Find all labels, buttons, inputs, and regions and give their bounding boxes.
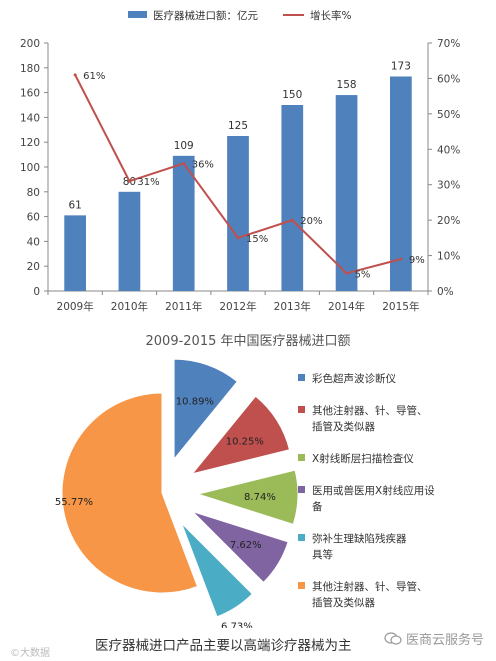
x-tick-label: 2015年 bbox=[382, 300, 419, 313]
bar-value-label: 109 bbox=[174, 140, 194, 152]
legend-swatch bbox=[298, 534, 305, 541]
left-tick-label: 40 bbox=[27, 236, 40, 248]
legend-label: 医用或兽医用X射线应用设 bbox=[312, 484, 435, 497]
line-point bbox=[290, 218, 294, 222]
bar-value-label: 61 bbox=[68, 199, 81, 211]
watermark-right: 医商云服务号 bbox=[384, 629, 484, 648]
legend-bar-label: 医疗器械进口额：亿元 bbox=[153, 9, 258, 22]
line-value-label: 9% bbox=[409, 255, 425, 266]
watermark-left: ©大数据 bbox=[10, 648, 50, 659]
left-tick-label: 20 bbox=[27, 261, 40, 273]
legend-line-label: 增长率% bbox=[310, 9, 351, 22]
legend-label: 其他注射器、针、导管、 bbox=[312, 580, 428, 593]
x-tick-label: 2011年 bbox=[165, 300, 202, 313]
legend-swatch bbox=[298, 374, 305, 381]
pie-slice bbox=[173, 358, 238, 461]
pie-value-label: 10.25% bbox=[226, 437, 264, 448]
pie-slice bbox=[61, 392, 199, 594]
bar-value-label: 173 bbox=[391, 60, 411, 72]
left-tick-label: 200 bbox=[20, 38, 40, 50]
left-tick-label: 100 bbox=[20, 162, 40, 174]
legend-label: 插管及类似器 bbox=[312, 420, 375, 433]
legend-label: 备 bbox=[312, 500, 323, 513]
bar-value-label: 125 bbox=[228, 120, 248, 132]
left-tick-label: 0 bbox=[33, 286, 40, 298]
bottom-chart-caption: 医疗器械进口产品主要以高端诊疗器械为主 bbox=[95, 638, 352, 654]
bar bbox=[281, 105, 304, 291]
bar bbox=[390, 76, 412, 291]
x-tick-label: 2009年 bbox=[57, 300, 94, 313]
line-value-label: 5% bbox=[355, 269, 371, 280]
x-tick-label: 2010年 bbox=[111, 300, 148, 313]
left-tick-label: 60 bbox=[27, 212, 40, 224]
legend-label: X射线断层扫描检查仪 bbox=[312, 452, 414, 465]
left-tick-label: 160 bbox=[20, 88, 40, 100]
top-chart-caption: 2009-2015 年中国医疗器械进口额 bbox=[145, 334, 351, 349]
right-tick-label: 70% bbox=[437, 38, 460, 50]
pie-value-label: 8.74% bbox=[244, 492, 276, 503]
line-value-label: 61% bbox=[83, 71, 105, 82]
chat-bubble-icon bbox=[384, 631, 402, 645]
right-tick-label: 20% bbox=[437, 215, 460, 227]
pie-value-label: 6.73% bbox=[221, 622, 253, 628]
pie-slice bbox=[181, 522, 253, 618]
watermark-right-text: 医商云服务号 bbox=[406, 633, 485, 648]
bar bbox=[335, 95, 358, 291]
right-tick-label: 40% bbox=[437, 144, 460, 156]
bar bbox=[227, 136, 249, 291]
pie-value-label: 7.62% bbox=[230, 540, 262, 551]
line-point bbox=[127, 179, 131, 183]
line-value-label: 36% bbox=[192, 159, 214, 170]
right-tick-label: 50% bbox=[437, 109, 460, 121]
right-tick-label: 0% bbox=[437, 286, 454, 298]
line-value-label: 15% bbox=[246, 234, 268, 245]
line-value-label: 31% bbox=[137, 177, 159, 188]
bar bbox=[118, 191, 141, 291]
bar-value-label: 158 bbox=[337, 79, 357, 91]
line-point bbox=[236, 236, 240, 240]
legend-label: 弥补生理缺陷残疾器 bbox=[312, 532, 407, 545]
pie-value-label: 10.89% bbox=[176, 397, 214, 408]
pie-value-label: 55.77% bbox=[55, 497, 93, 508]
right-tick-label: 10% bbox=[437, 251, 460, 263]
bar bbox=[64, 215, 86, 291]
line-point bbox=[182, 161, 186, 165]
left-tick-label: 140 bbox=[20, 112, 40, 124]
line-point bbox=[73, 73, 77, 77]
legend-label: 插管及类似器 bbox=[312, 596, 375, 609]
left-tick-label: 180 bbox=[20, 63, 40, 75]
right-tick-label: 30% bbox=[437, 180, 460, 192]
bar-value-label: 150 bbox=[282, 89, 302, 101]
right-tick-label: 60% bbox=[437, 73, 460, 85]
legend-label: 具等 bbox=[312, 548, 333, 561]
left-tick-label: 120 bbox=[20, 137, 40, 149]
legend-swatch bbox=[298, 486, 305, 493]
pie-chart: 10.89% 10.25% 8.74% 7.62% 6.73% 55.77% 彩色超声波诊断… bbox=[55, 358, 435, 628]
legend-label: 其他注射器、针、导管、 bbox=[312, 404, 428, 417]
pie-slice bbox=[191, 395, 291, 475]
x-tick-label: 2014年 bbox=[328, 300, 365, 313]
pie-slice bbox=[192, 511, 289, 584]
bar bbox=[172, 155, 195, 291]
legend-swatch bbox=[298, 406, 305, 413]
x-tick-label: 2012年 bbox=[219, 300, 256, 313]
legend-label: 彩色超声波诊断仪 bbox=[312, 372, 396, 385]
left-tick-label: 80 bbox=[27, 187, 40, 199]
bar-line-chart: 0 20 40 60 80 100 120 140 160 180 200 0% 10% 20% 30% 40… bbox=[20, 9, 460, 313]
line-point bbox=[345, 271, 349, 275]
line-value-label: 20% bbox=[300, 216, 322, 227]
legend-bar-swatch bbox=[128, 11, 147, 18]
line-point bbox=[399, 257, 403, 261]
pie-slice bbox=[196, 469, 299, 525]
x-tick-label: 2013年 bbox=[274, 300, 311, 313]
legend-swatch bbox=[298, 454, 305, 461]
legend-swatch bbox=[298, 582, 305, 589]
